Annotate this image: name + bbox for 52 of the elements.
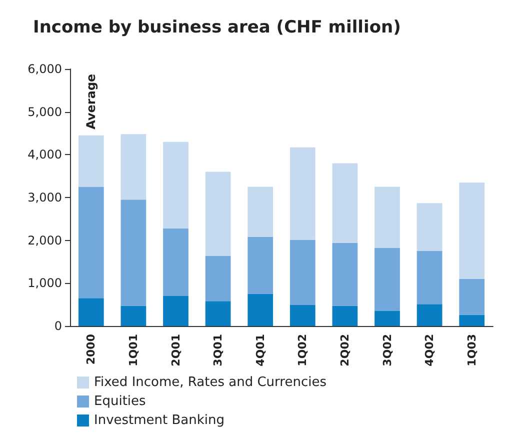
x-tick-label: 1Q02 bbox=[296, 334, 310, 366]
bar bbox=[205, 172, 231, 256]
x-tick-label: 3Q02 bbox=[380, 334, 394, 366]
x-tick-label: 4Q01 bbox=[254, 334, 267, 366]
y-tick-label: 3,000 bbox=[28, 190, 62, 204]
x-tick-label: 2Q01 bbox=[169, 334, 182, 366]
y-tick-label: 2,000 bbox=[28, 233, 62, 248]
x-tick-label: 2000 bbox=[84, 334, 98, 365]
bar bbox=[332, 306, 358, 326]
bar bbox=[416, 304, 442, 326]
bar bbox=[248, 294, 274, 326]
chart-title: Income by business area (CHF million) bbox=[33, 18, 401, 38]
bar bbox=[120, 306, 146, 326]
bar bbox=[78, 298, 104, 326]
bar bbox=[374, 311, 400, 326]
bar bbox=[120, 200, 146, 306]
legend-label: Investment Banking bbox=[94, 413, 225, 428]
bar bbox=[459, 314, 485, 326]
legend-label: Fixed Income, Rates and Currencies bbox=[94, 375, 327, 390]
bar bbox=[374, 248, 400, 312]
bar bbox=[374, 186, 400, 248]
bar bbox=[290, 305, 316, 326]
x-tick-label: 1Q01 bbox=[126, 334, 140, 366]
bar bbox=[248, 236, 274, 294]
annotation: Average bbox=[84, 74, 98, 130]
bar bbox=[205, 301, 231, 326]
x-tick-label: 3Q01 bbox=[212, 334, 225, 366]
bar bbox=[248, 186, 274, 237]
y-tick-label: 6,000 bbox=[28, 62, 62, 76]
legend-label: Equities bbox=[94, 394, 146, 409]
bar bbox=[332, 242, 358, 306]
bar bbox=[78, 186, 104, 298]
bar bbox=[163, 142, 188, 228]
bar bbox=[163, 296, 188, 326]
bar bbox=[163, 228, 188, 296]
x-tick-label: 4Q02 bbox=[423, 334, 436, 366]
y-tick-label: 0 bbox=[54, 319, 62, 333]
bar bbox=[332, 163, 358, 243]
y-tick-label: 1,000 bbox=[28, 276, 62, 290]
bar bbox=[459, 182, 485, 279]
y-tick-label: 5,000 bbox=[28, 104, 62, 119]
bar bbox=[459, 278, 485, 315]
x-tick-label: 2Q02 bbox=[338, 334, 352, 366]
bar bbox=[205, 256, 231, 302]
bar bbox=[416, 203, 442, 252]
bar bbox=[78, 135, 104, 187]
bar bbox=[290, 240, 316, 306]
bar bbox=[416, 251, 442, 304]
bar bbox=[120, 134, 146, 200]
bar bbox=[290, 147, 316, 240]
x-tick-label: 1Q03 bbox=[465, 334, 478, 366]
y-tick-label: 4,000 bbox=[28, 148, 62, 162]
